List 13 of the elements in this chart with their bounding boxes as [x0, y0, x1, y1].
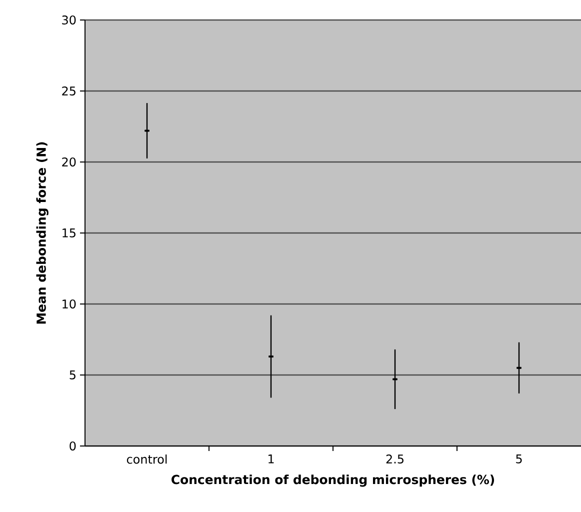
x-tick-label: control [126, 454, 167, 464]
y-tick-label: 25 [62, 86, 76, 96]
x-tick-label: 1 [268, 454, 274, 464]
y-tick-label: 10 [62, 299, 76, 309]
y-tick-label: 0 [70, 441, 76, 451]
x-tick-label: 5 [516, 454, 522, 464]
y-tick-label: 20 [62, 157, 76, 167]
y-tick-label: 15 [62, 228, 76, 238]
y-tick-label: 5 [70, 370, 76, 380]
y-tick-label: 30 [62, 15, 76, 25]
x-tick-label: 2.5 [386, 454, 404, 464]
x-axis-title: Concentration of debonding microspheres (%) [172, 474, 494, 487]
y-axis-title: Mean debonding force (N) [36, 142, 48, 324]
